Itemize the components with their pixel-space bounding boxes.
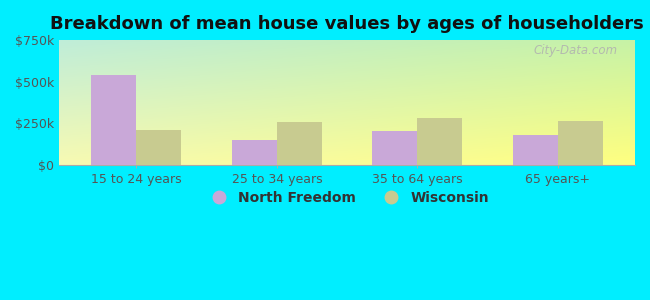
Bar bbox=[92, 75, 136, 165]
Bar bbox=[277, 122, 322, 165]
Bar bbox=[417, 118, 462, 165]
Title: Breakdown of mean house values by ages of householders: Breakdown of mean house values by ages o… bbox=[50, 15, 644, 33]
Bar bbox=[136, 130, 181, 165]
Bar bbox=[558, 121, 603, 165]
Text: City-Data.com: City-Data.com bbox=[534, 44, 618, 57]
Bar bbox=[372, 131, 417, 165]
Bar bbox=[513, 135, 558, 165]
Legend: North Freedom, Wisconsin: North Freedom, Wisconsin bbox=[200, 185, 495, 210]
Bar bbox=[232, 140, 277, 165]
